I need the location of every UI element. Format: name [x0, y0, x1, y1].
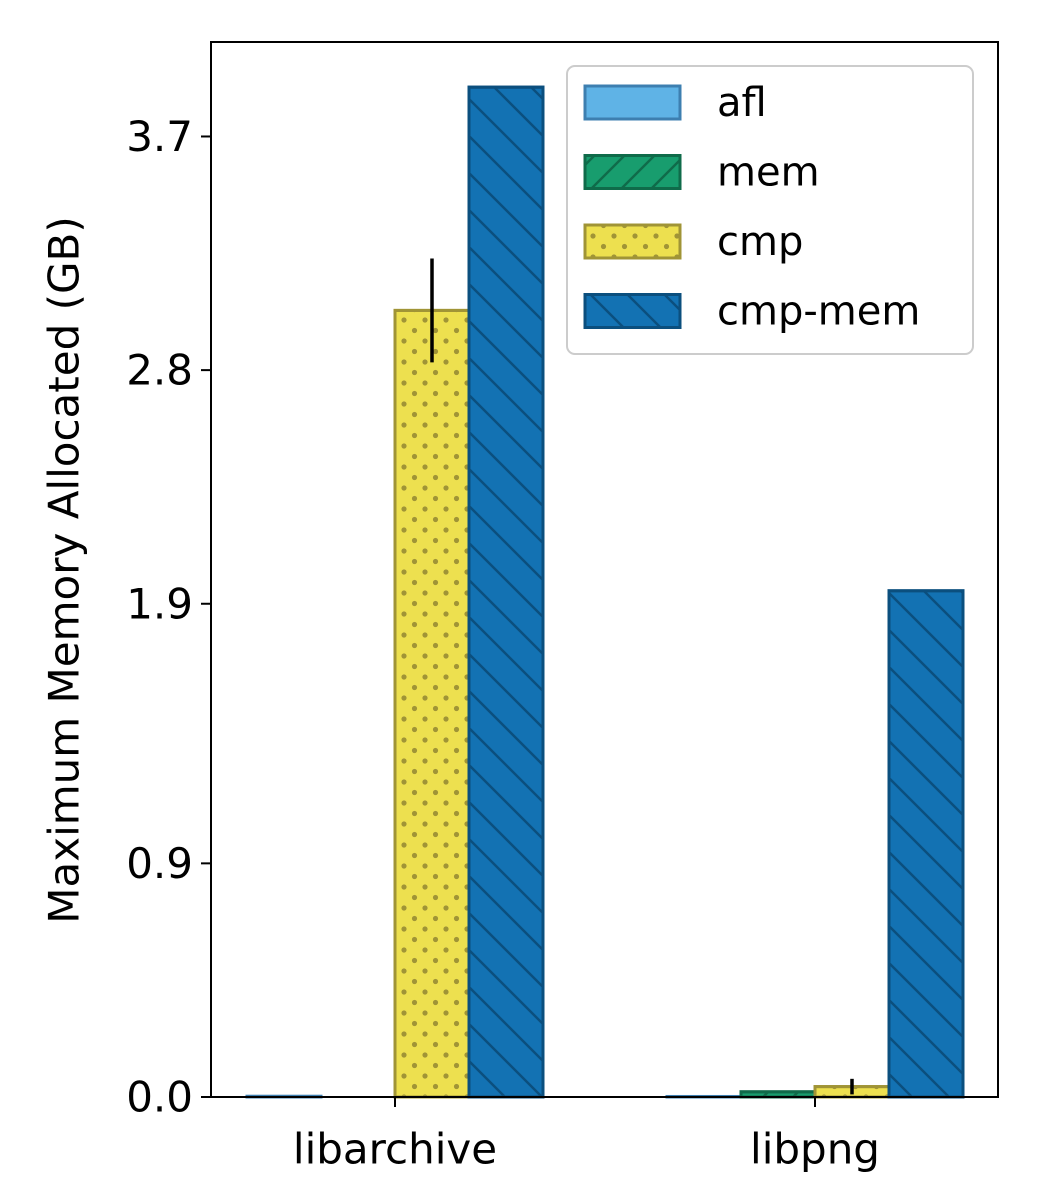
bar-hatch-cmp-mem-libarchive — [467, 85, 545, 1099]
legend-swatch-afl — [583, 84, 682, 121]
legend: afl mem cmp cmp-mem — [566, 65, 974, 355]
plot-frame — [210, 41, 999, 1098]
legend-swatch-hatch-cmp-mem — [583, 293, 682, 329]
legend-swatch-hatch-cmp — [583, 223, 682, 260]
legend-label-cmp-mem: cmp-mem — [717, 289, 920, 335]
y-tick-label: 2.8 — [126, 346, 193, 395]
x-tick-label: libarchive — [293, 1125, 497, 1174]
bar-hatch-cmp-libarchive — [393, 308, 471, 1099]
x-tick-label: libpng — [750, 1125, 880, 1174]
y-axis: 0.0 0.9 1.9 2.8 3.7 — [126, 112, 211, 1122]
bar-hatch-cmp-mem-libpng — [887, 589, 965, 1099]
legend-label-afl: afl — [717, 80, 767, 126]
legend-label-cmp: cmp — [717, 219, 803, 265]
legend-box — [566, 65, 974, 355]
plot-area — [210, 41, 999, 1099]
legend-label-mem: mem — [717, 150, 820, 196]
legend-swatch-hatch-mem — [583, 154, 682, 190]
y-tick-label: 0.9 — [126, 839, 193, 888]
y-tick-label: 0.0 — [126, 1073, 193, 1122]
y-axis-title: Maximum Memory Allocated (GB) — [40, 216, 89, 924]
y-tick-label: 1.9 — [126, 579, 193, 628]
x-axis: libarchive libpng — [293, 1097, 880, 1174]
y-tick-label: 3.7 — [126, 112, 193, 161]
error-bars-layer — [430, 258, 854, 1095]
